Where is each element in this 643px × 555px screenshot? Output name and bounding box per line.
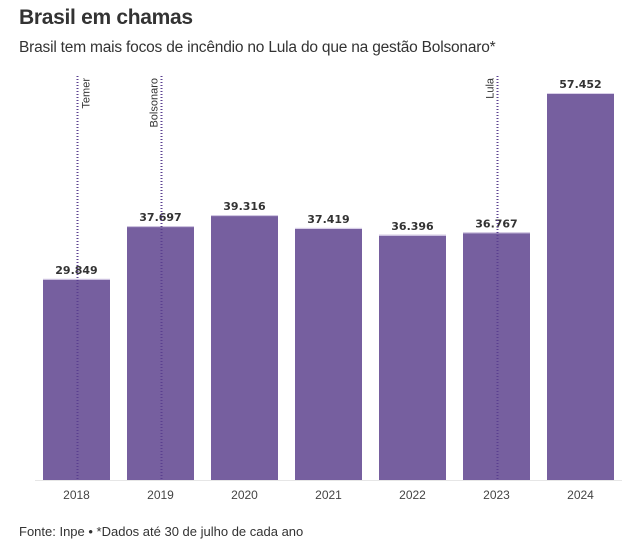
bar-2021: [295, 227, 362, 480]
chart-subtitle: Brasil tem mais focos de incêndio no Lul…: [19, 39, 496, 56]
data-label-2021: 37.419: [307, 213, 349, 226]
x-tick-label-2018: 2018: [63, 488, 90, 502]
bar-2019: [127, 226, 194, 480]
chart-footer-source: Fonte: Inpe • *Dados até 30 de julho de …: [19, 524, 304, 539]
x-tick-label-2024: 2024: [567, 488, 594, 502]
x-tick-label-2022: 2022: [399, 488, 426, 502]
x-tick-label-2021: 2021: [315, 488, 342, 502]
x-tick-label-2019: 2019: [147, 488, 174, 502]
x-tick-label-2020: 2020: [231, 488, 258, 502]
data-label-2020: 39.316: [223, 200, 266, 213]
bar-2022: [379, 234, 446, 480]
data-label-2022: 36.396: [391, 220, 434, 233]
data-label-2024: 57.452: [559, 78, 601, 91]
bar-2024: [547, 93, 614, 480]
bar-chart: 29.849201837.697201939.316202037.4192021…: [35, 76, 622, 502]
bar-2023: [463, 232, 530, 480]
data-label-2018: 29.849: [55, 264, 97, 277]
annotation-label-lula: Lula: [485, 77, 497, 99]
x-tick-label-2023: 2023: [483, 488, 510, 502]
annotation-label-temer: Temer: [81, 78, 93, 109]
chart-title: Brasil em chamas: [19, 6, 193, 29]
bar-2020: [211, 215, 278, 480]
annotation-label-bolsonaro: Bolsonaro: [149, 78, 161, 128]
